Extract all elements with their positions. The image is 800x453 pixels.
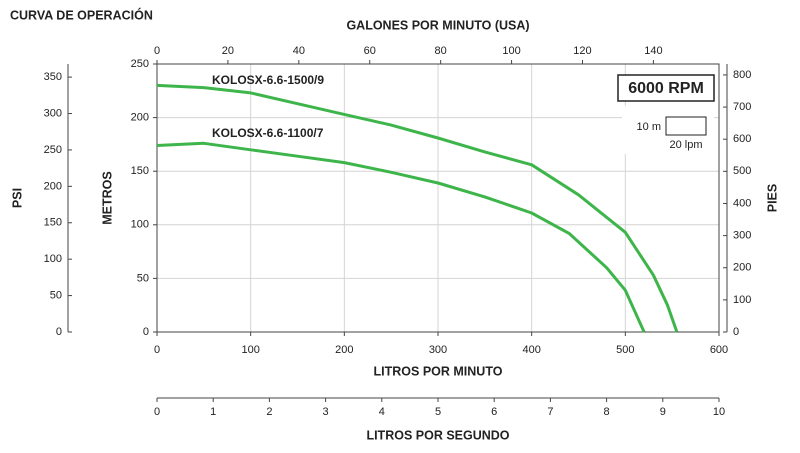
bottom-2-tick-label: 7 [547,406,553,418]
chart-title: CURVA DE OPERACIÓN [10,7,153,22]
pies-tick-label: 300 [733,230,751,242]
plot-frame [156,63,720,333]
curve-label: KOLOSX-6.6-1100/7 [212,126,324,140]
scale-y-label: 10 m [637,121,661,133]
scale-x-label: 20 lpm [669,139,702,151]
pies-tick-label: 500 [733,165,751,177]
top-tick-label: 0 [154,45,160,57]
y-tick-label: 100 [131,219,149,231]
bottom-2-tick-label: 0 [154,406,160,418]
curve-label: KOLOSX-6.6-1500/9 [212,73,324,87]
pies-tick-label: 0 [733,326,739,338]
y-tick-label: 250 [131,58,149,70]
psi-tick-label: 300 [44,107,62,119]
psi-tick-label: 100 [44,253,62,265]
y-tick-label: 0 [143,326,149,338]
bottom-2-tick-label: 10 [713,406,725,418]
bottom-2-tick-label: 5 [435,406,441,418]
y-tick-label: 150 [131,165,149,177]
y-axis-title: METROS [100,171,114,224]
x-axis-title: LITROS POR MINUTO [374,364,503,378]
bottom-axis-2-title: LITROS POR SEGUNDO [366,428,509,442]
curve [156,83,679,333]
psi-tick-label: 250 [44,144,62,156]
psi-axis-title: PSI [10,188,24,208]
x-tick-label: 500 [616,344,634,356]
psi-tick-label: 150 [44,217,62,229]
top-tick-label: 120 [573,45,591,57]
bottom-2-tick-label: 4 [379,406,385,418]
pies-tick-label: 700 [733,101,751,113]
bottom-2-tick-label: 1 [210,406,216,418]
top-tick-label: 100 [502,45,520,57]
x-tick-label: 100 [241,344,259,356]
y-tick-label: 50 [137,272,149,284]
x-tick-label: 0 [154,344,160,356]
x-tick-label: 200 [335,344,353,356]
pies-tick-label: 600 [733,133,751,145]
x-tick-label: 600 [710,344,728,356]
top-tick-label: 60 [364,45,376,57]
right-axis-title: PIES [765,184,779,213]
x-tick-label: 400 [522,344,540,356]
bottom-2-tick-label: 3 [323,406,329,418]
scale-box [665,116,707,136]
pies-tick-label: 400 [733,197,751,209]
top-tick-label: 140 [644,45,662,57]
pies-tick-label: 800 [733,69,751,81]
bottom-2-tick-label: 9 [660,406,666,418]
x-tick-label: 300 [429,344,447,356]
bottom-2-tick-label: 8 [604,406,610,418]
top-tick-label: 40 [293,45,305,57]
pies-tick-label: 100 [733,294,751,306]
speed-box [617,74,715,102]
psi-tick-label: 0 [56,326,62,338]
psi-tick-label: 350 [44,71,62,83]
top-axis-title: GALONES POR MINUTO (USA) [346,18,529,32]
bottom-2-tick-label: 2 [266,406,272,418]
bottom-2-tick-label: 6 [491,406,497,418]
psi-tick-label: 200 [44,180,62,192]
pies-tick-label: 200 [733,262,751,274]
speed-label: 6000 RPM [628,80,704,97]
top-tick-label: 20 [222,45,234,57]
psi-tick-label: 50 [50,289,62,301]
top-tick-label: 80 [435,45,447,57]
curve [156,141,646,333]
y-tick-label: 200 [131,112,149,124]
